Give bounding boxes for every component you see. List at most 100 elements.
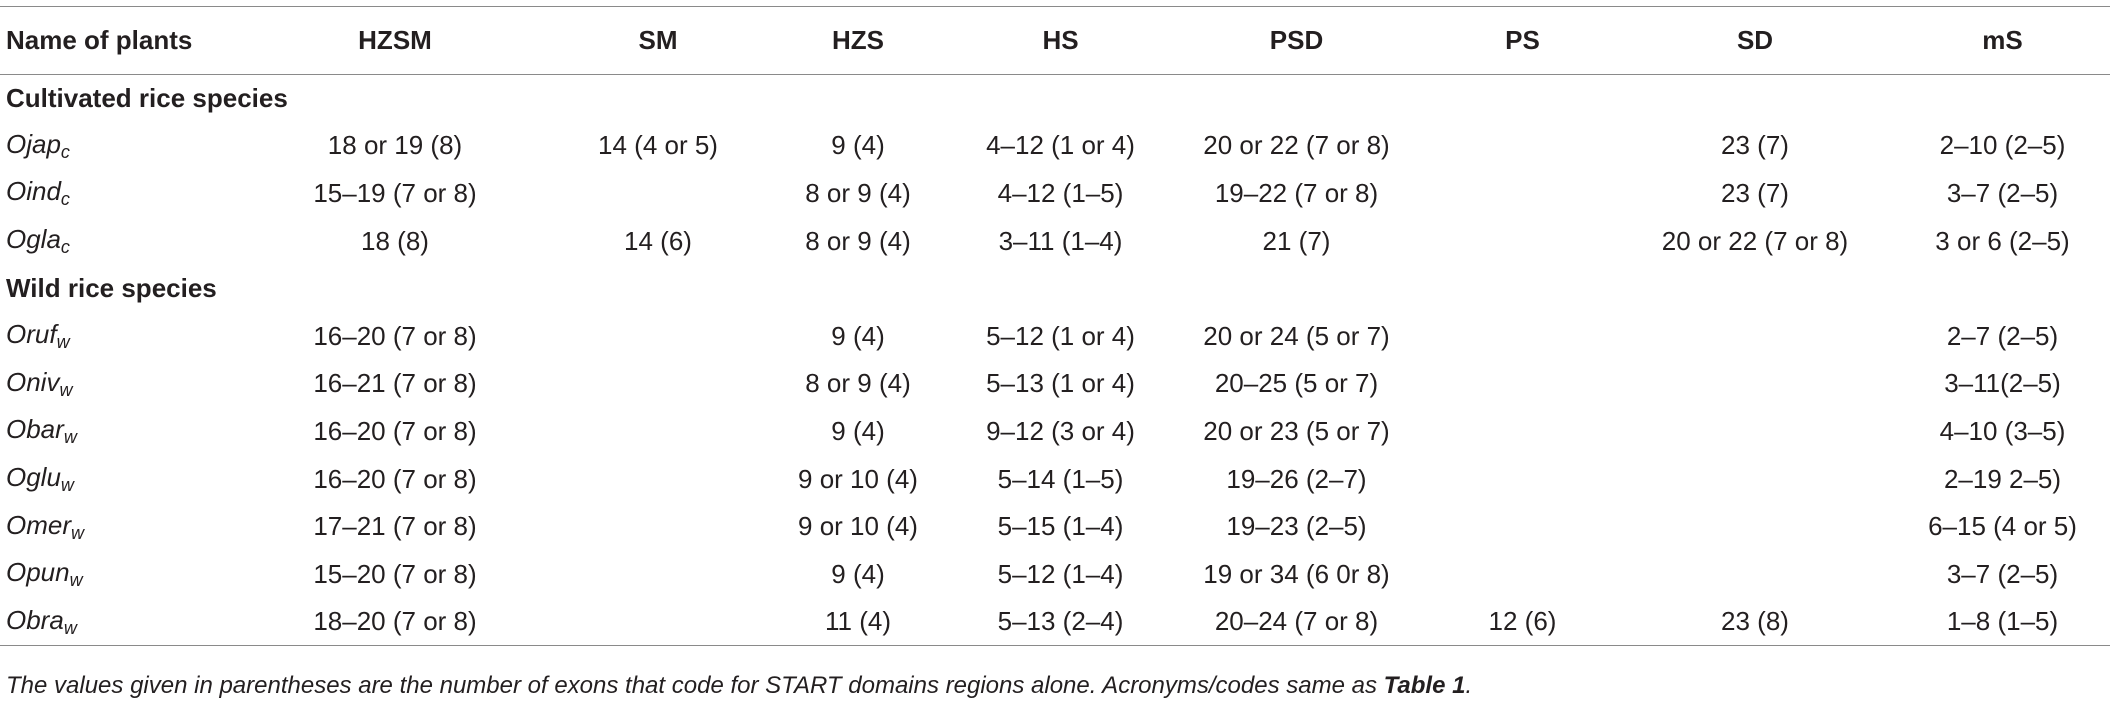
plant-name-cell: Oindc [0,170,232,218]
table-cell: 9 or 10 (4) [798,511,918,542]
table-row: Omerw 17–21 (7 or 8) 9 or 10 (4) 5–15 (1–4)… [0,503,2110,551]
table-cell [1430,503,1615,551]
plant-name-subscript: w [71,522,84,543]
table-body: Cultivated rice species Ojapc 18 or 19 (8)… [0,75,2110,647]
plant-name: Ogla [6,224,61,255]
header-hzs: HZS [758,6,958,75]
table-cell: 5–15 (1–4) [997,511,1124,542]
table-cell: 16–20 (7 or 8) [313,463,477,494]
header-row: Name of plants HZSM SM HZS HS PSD PS SD … [0,6,2110,75]
table-cell: 17–21 (7 or 8) [313,511,477,542]
table-row: Ogluw 16–20 (7 or 8) 9 or 10 (4) 5–14 (1–5)… [0,455,2110,503]
table-cell: 9 (4) [831,415,885,446]
table-cell: 15–20 (7 or 8) [313,558,477,589]
table-cell [1615,503,1895,551]
table-cell: 23 (7) [1721,130,1789,161]
table-cell: 20 or 22 (7 or 8) [1661,225,1849,256]
table-cell: 23 (7) [1721,177,1789,208]
table-cell: 18–20 (7 or 8) [232,598,558,647]
table-cell: 5–12 (1 or 4) [986,320,1135,351]
table-cell: 20 or 22 (7 or 8) [1203,130,1390,161]
table-row: Oglac 18 (8) 14 (6) 8 or 9 (4) 3–11 (1–4) 21 … [0,217,2110,265]
table-cell: 20–25 (5 or 7) [1214,368,1379,399]
table-cell: 2–7 (2–5) [1946,320,2059,351]
table-cell: 23 (8) [1615,598,1895,647]
section-header-row: Cultivated rice species [0,75,2110,123]
plant-name-subscript: w [60,475,74,496]
table-cell: 5–14 (1–5) [997,463,1124,494]
plant-name: Oind [6,176,61,207]
table-cell: 19 or 34 (6 0r 8) [1203,558,1390,589]
header-ms: mS [1895,6,2110,75]
table-row: Onivw 16–21 (7 or 8) 8 or 9 (4) 5–13 (1 or … [0,360,2110,408]
table-cell: 5–13 (2–4) [958,598,1163,647]
table-cell [1430,217,1615,265]
plant-name-cell: Ojapc [0,122,232,170]
table-cell [558,598,758,647]
table-cell [558,312,758,360]
header-hzsm: HZSM [232,6,558,75]
plant-name: Omer [6,509,71,540]
table-cell: 3–11(2–5) [1944,368,2061,399]
table-cell [558,455,758,503]
plant-name-cell: Opunw [0,550,232,598]
table-cell [1430,455,1615,503]
table-cell: 14 (6) [624,225,692,256]
plant-name-subscript: w [56,332,70,353]
plant-name-cell: Onivw [0,360,232,408]
table-header: Name of plants HZSM SM HZS HS PSD PS SD … [0,6,2110,75]
table-cell: 4–12 (1–5) [997,177,1124,208]
table-cell: 9–12 (3 or 4) [986,415,1135,446]
plant-name: Opun [6,557,70,588]
table-cell [558,503,758,551]
table-cell: 8 or 9 (4) [805,225,911,256]
plant-name-subscript: w [63,617,77,638]
table-cell: 14 (4 or 5) [598,130,718,161]
table-cell: 2–10 (2–5) [1939,130,2066,161]
table-cell [558,170,758,218]
plant-name-subscript: c [60,189,70,210]
table-cell [558,550,758,598]
plant-name: Obar [6,414,64,445]
header-name-of-plants: Name of plants [0,6,232,75]
header-psd: PSD [1163,6,1430,75]
header-sd: SD [1615,6,1895,75]
plant-name: Obra [6,604,64,635]
plant-name-cell: Obarw [0,408,232,456]
table-cell: 9 (4) [831,130,885,161]
table-cell: 18 (8) [361,225,429,256]
plant-name-cell: Oglac [0,217,232,265]
exon-table: Name of plants HZSM SM HZS HS PSD PS SD … [0,6,2110,647]
table-row: Obraw 18–20 (7 or 8) 11 (4) 5–13 (2–4) 20–24… [0,598,2110,647]
table-cell [558,360,758,408]
table-cell: 2–19 2–5) [1943,463,2062,494]
table-cell: 16–20 (7 or 8) [313,415,477,446]
header-hs: HS [958,6,1163,75]
table-cell: 3–7 (2–5) [1946,177,2059,208]
table-cell: 16–21 (7 or 8) [313,368,477,399]
plant-name-subscript: w [63,427,77,448]
table-footnote: The values given in parentheses are the … [6,672,2106,700]
plant-name-cell: Obraw [0,598,232,647]
table-cell: 15–19 (7 or 8) [313,177,477,208]
table-cell: 19–23 (2–5) [1226,511,1367,542]
section-title: Cultivated rice species [6,83,288,114]
table-cell [1430,170,1615,218]
table-cell: 3–7 (2–5) [1946,558,2059,589]
section-title: Wild rice species [6,273,217,304]
table-row: Orufw 16–20 (7 or 8) 9 (4) 5–12 (1 or 4) 20 … [0,312,2110,360]
table-cell: 12 (6) [1430,598,1615,647]
table-cell: 1–8 (1–5) [1895,598,2110,647]
table-cell: 11 (4) [758,598,958,647]
plant-name-subscript: c [60,141,70,162]
table-cell [1615,455,1895,503]
table-cell [1430,122,1615,170]
table-cell: 9 or 10 (4) [798,463,918,494]
table-cell [1615,550,1895,598]
table-cell: 18 or 19 (8) [327,130,463,161]
plant-name-subscript: w [59,379,73,400]
plant-name: Oruf [6,319,57,350]
header-sm: SM [558,6,758,75]
table-cell [558,408,758,456]
table-cell: 8 or 9 (4) [805,368,911,399]
